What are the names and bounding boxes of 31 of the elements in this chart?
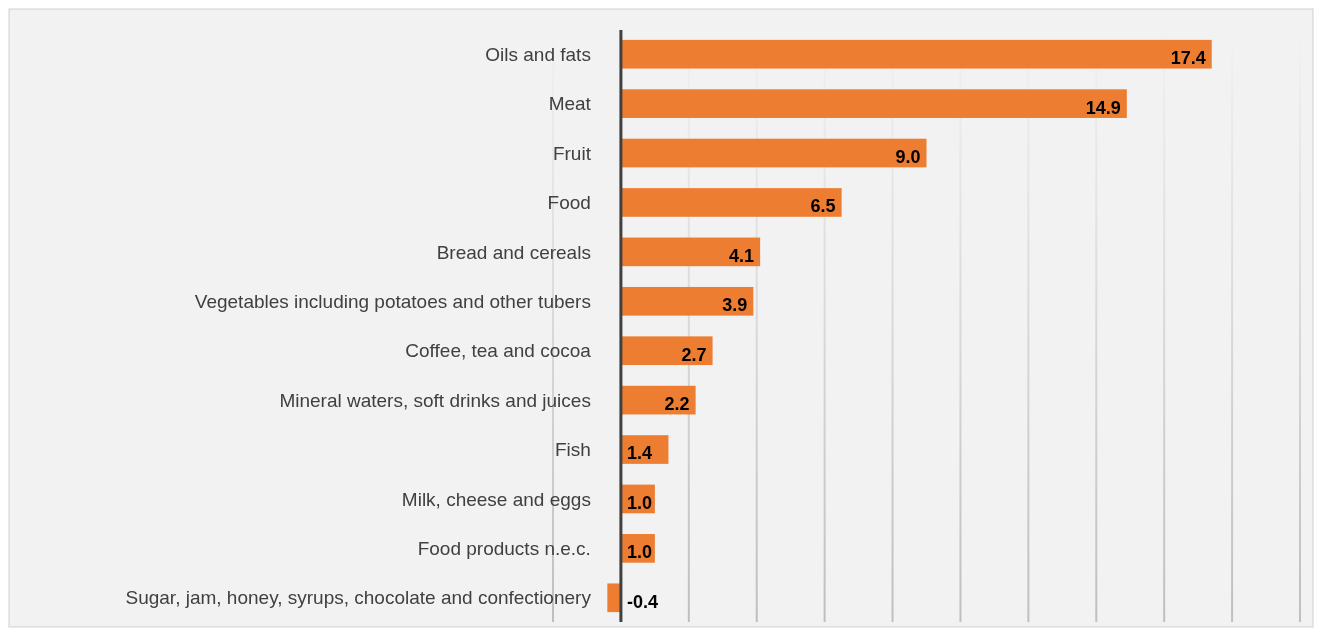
data-label: 2.7: [681, 344, 707, 365]
y-tick-label: Sugar, jam, honey, syrups, chocolate and confectionery: [125, 587, 592, 609]
y-tick-label: Bread and cereals: [436, 241, 591, 263]
y-tick-label: Fish: [555, 439, 591, 461]
data-label: 9.0: [895, 146, 921, 167]
data-label: 3.9: [722, 295, 748, 316]
y-tick-label: Fruit: [552, 142, 592, 164]
data-label: -0.4: [626, 591, 658, 612]
bar: [620, 336, 713, 366]
data-label: 4.1: [729, 245, 755, 266]
bar: [620, 138, 927, 168]
y-tick-label: Oils and fats: [485, 43, 591, 65]
data-label: 2.2: [664, 394, 690, 415]
data-label: 1.4: [626, 443, 652, 464]
y-tick-label: Vegetables including potatoes and other tubers: [194, 290, 591, 312]
data-label: 1.0: [626, 492, 652, 513]
data-label: 14.9: [1085, 97, 1121, 118]
data-label: 1.0: [626, 542, 652, 563]
bar: [620, 188, 842, 217]
y-tick-label: Food: [547, 192, 591, 214]
bar: [620, 89, 1127, 118]
y-tick-label: Food products n.e.c.: [417, 538, 591, 560]
y-tick-label: Meat: [548, 93, 592, 115]
bar: [620, 286, 754, 316]
y-tick-label: Coffee, tea and cocoa: [405, 340, 592, 362]
data-label: 6.5: [810, 196, 836, 217]
bar: [620, 39, 1212, 69]
y-tick-label: Mineral waters, soft drinks and juices: [279, 389, 591, 411]
bar: [620, 237, 761, 267]
data-label: 17.4: [1170, 48, 1206, 69]
y-tick-label: Milk, cheese and eggs: [401, 488, 591, 510]
